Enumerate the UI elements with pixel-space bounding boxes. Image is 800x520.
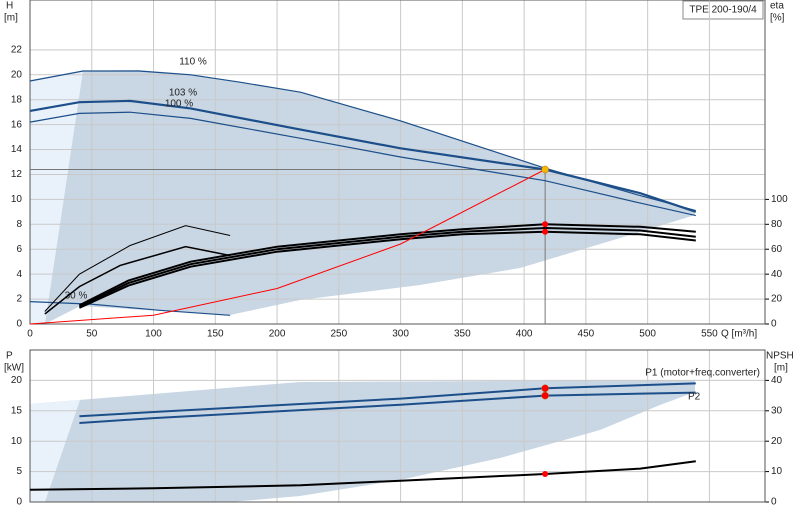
duty-point xyxy=(541,384,549,393)
x-tick-label: 150 xyxy=(207,329,224,340)
curve xyxy=(79,382,696,418)
y2-tick-label: 80 xyxy=(771,219,783,230)
y-tick-label: 0 xyxy=(16,319,22,330)
curve-label: 30 % xyxy=(65,291,88,302)
y2-tick-label: 10 xyxy=(771,466,783,477)
y-tick-label: 12 xyxy=(11,169,23,180)
curve xyxy=(29,169,546,325)
y2-tick-label: 20 xyxy=(771,294,783,305)
x-tick-label: 0 xyxy=(27,329,33,340)
y-tick-label: 5 xyxy=(16,466,22,477)
x-tick-label: 300 xyxy=(392,329,409,340)
y-tick-label: 10 xyxy=(11,194,23,205)
curve xyxy=(78,226,696,308)
x-tick-label: 550 xyxy=(701,329,718,340)
curve xyxy=(44,225,231,312)
y-axis-unit: [kW] xyxy=(4,363,24,374)
curve-label: P2 xyxy=(688,392,701,403)
curve xyxy=(44,245,231,315)
curve xyxy=(29,460,696,491)
curve xyxy=(29,99,697,213)
curve xyxy=(78,223,696,307)
chart-title: TPE 200-190/4 xyxy=(689,5,757,16)
y-tick-label: 22 xyxy=(11,44,23,55)
y-tick-label: 15 xyxy=(11,405,23,416)
duty-point xyxy=(542,471,549,478)
duty-point xyxy=(541,391,549,400)
y-tick-label: 0 xyxy=(16,497,22,508)
y-axis-label: P xyxy=(6,351,13,362)
y-tick-label: 20 xyxy=(11,375,23,386)
x-axis-label: Q [m³/h] xyxy=(721,329,757,340)
y-tick-label: 4 xyxy=(16,269,22,280)
y-tick-label: 6 xyxy=(16,244,22,255)
y-tick-label: 16 xyxy=(11,119,23,130)
duty-point xyxy=(542,221,549,228)
plot-frame xyxy=(29,0,766,325)
plot-frame xyxy=(29,349,766,503)
curve-label: P1 (motor+freq.converter) xyxy=(645,368,760,379)
y2-tick-label: 60 xyxy=(771,244,783,255)
x-tick-label: 450 xyxy=(578,329,595,340)
x-tick-label: 200 xyxy=(269,329,286,340)
y2-tick-label: 20 xyxy=(771,436,783,447)
y2-tick-label: 40 xyxy=(771,375,783,386)
x-tick-label: 100 xyxy=(145,329,162,340)
y2-tick-label: 30 xyxy=(771,405,783,416)
curve xyxy=(79,391,696,424)
curve-label: 103 % xyxy=(169,88,197,99)
y2-tick-label: 100 xyxy=(771,194,788,205)
x-tick-label: 350 xyxy=(454,329,471,340)
curve-label: 100 % xyxy=(165,99,193,110)
curve xyxy=(29,301,231,316)
curve xyxy=(78,230,696,309)
curve-label: 110 % xyxy=(179,57,207,68)
y-tick-label: 18 xyxy=(11,94,23,105)
y-tick-label: 8 xyxy=(16,219,22,230)
y-axis-label: H xyxy=(6,1,13,12)
y2-axis-label: NPSH xyxy=(766,351,794,362)
curve xyxy=(29,111,696,217)
y-tick-label: 10 xyxy=(11,436,23,447)
y2-axis-label: eta xyxy=(770,1,784,12)
y2-tick-label: 0 xyxy=(771,497,777,508)
y-axis-unit: [m] xyxy=(4,13,18,24)
range-area-light xyxy=(30,400,80,502)
y-tick-label: 2 xyxy=(16,294,22,305)
y2-axis-unit: [%] xyxy=(770,13,785,24)
range-area-light xyxy=(30,71,83,324)
x-tick-label: 50 xyxy=(86,329,98,340)
y2-axis-unit: [m] xyxy=(774,363,788,374)
y-tick-label: 20 xyxy=(11,69,23,80)
duty-point xyxy=(542,228,549,235)
duty-point xyxy=(541,165,549,174)
y-tick-label: 14 xyxy=(11,144,23,155)
x-tick-label: 400 xyxy=(516,329,533,340)
y2-tick-label: 40 xyxy=(771,269,783,280)
y2-tick-label: 0 xyxy=(771,319,777,330)
x-tick-label: 500 xyxy=(639,329,656,340)
x-tick-label: 250 xyxy=(330,329,347,340)
title-box xyxy=(682,0,764,20)
